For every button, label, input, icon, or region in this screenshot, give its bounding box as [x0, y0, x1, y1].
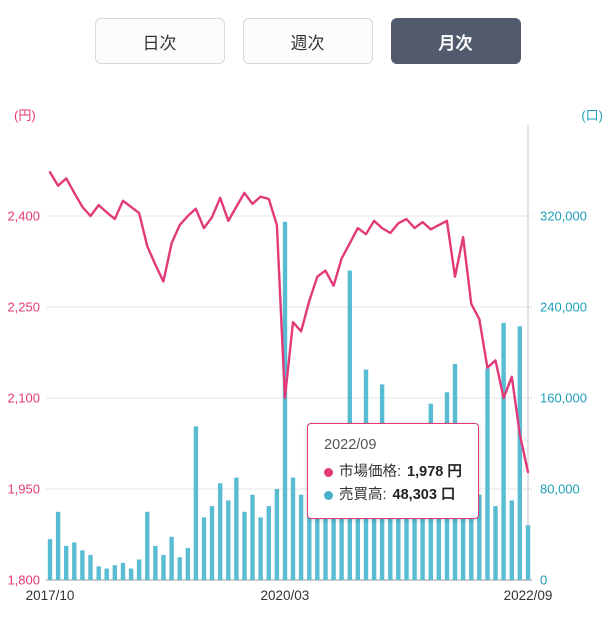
svg-text:80,000: 80,000 [540, 482, 580, 497]
price-marker-icon [324, 467, 333, 477]
tooltip-volume-value: 48,303 口 [392, 487, 456, 504]
right-axis-unit-label: (口) [581, 108, 603, 123]
svg-text:1,950: 1,950 [7, 482, 40, 497]
left-axis-tick-labels: 1,800 1,950 2,100 2,250 2,400 [7, 209, 40, 588]
svg-text:2022/09: 2022/09 [504, 588, 553, 603]
svg-text:1,800: 1,800 [7, 573, 40, 588]
svg-text:2,250: 2,250 [7, 300, 40, 315]
svg-text:2,100: 2,100 [7, 391, 40, 406]
volume-bars [47, 221, 531, 581]
svg-text:0: 0 [540, 573, 547, 588]
tab-monthly[interactable]: 月次 [390, 18, 521, 64]
tooltip-volume-label: 売買高: [339, 487, 387, 504]
period-tabs: 日次 週次 月次 [0, 0, 615, 64]
tooltip-price-value: 1,978 円 [407, 463, 462, 480]
svg-text:2,400: 2,400 [7, 209, 40, 224]
volume-marker-icon [324, 491, 333, 501]
gridlines [46, 215, 532, 581]
tooltip-volume-row: 売買高: 48,303 口 [324, 486, 462, 506]
svg-text:320,000: 320,000 [540, 209, 587, 224]
left-axis-unit-label: (円) [14, 108, 36, 123]
tooltip-price-label: 市場価格: [339, 463, 402, 480]
right-axis-tick-labels: 0 80,000 160,000 240,000 320,000 [540, 209, 587, 588]
tooltip-date: 2022/09 [324, 437, 377, 453]
svg-text:160,000: 160,000 [540, 391, 587, 406]
price-volume-chart[interactable]: 1,800 1,950 2,100 2,250 2,400 0 80,000 160,000 2… [0, 105, 615, 623]
tab-daily[interactable]: 日次 [94, 18, 225, 64]
svg-text:2017/10: 2017/10 [26, 588, 75, 603]
x-axis-tick-labels: 2017/10 2020/03 2022/09 [26, 588, 553, 603]
price-line [48, 171, 530, 474]
svg-text:2020/03: 2020/03 [260, 588, 309, 603]
chart-tooltip: 2022/09 市場価格: 1,978 円 売買高: 48,303 口 [307, 423, 479, 519]
chart-container: (円) (口) 1,800 1,950 2,100 2,250 2,400 0 80,000… [0, 105, 615, 623]
tooltip-price-row: 市場価格: 1,978 円 [324, 463, 462, 483]
tab-weekly[interactable]: 週次 [242, 18, 373, 64]
svg-text:240,000: 240,000 [540, 300, 587, 315]
